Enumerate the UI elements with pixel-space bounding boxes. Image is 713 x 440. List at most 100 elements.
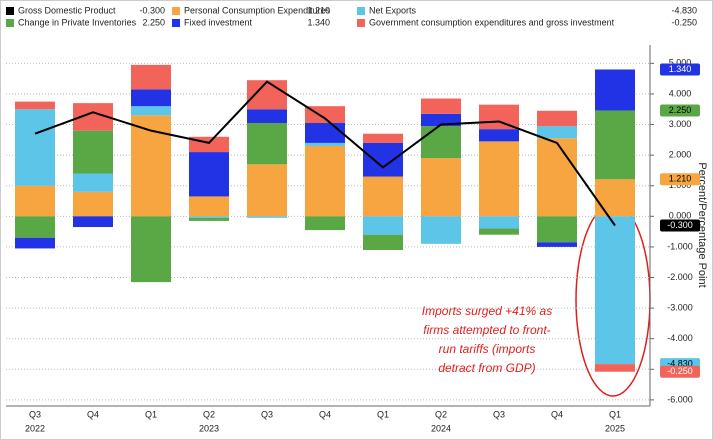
bar-segment [247, 109, 287, 124]
value-tag-label: 1.340 [669, 64, 692, 74]
x-tick-label: Q2 [203, 409, 215, 419]
y-tick-label: 5.000 [669, 58, 692, 68]
bar-segment [421, 113, 461, 127]
bar-segment [479, 129, 519, 142]
bar-segment [305, 106, 345, 124]
x-tick-label: Q3 [261, 409, 273, 419]
bar-segment [189, 216, 229, 218]
bar-segment [73, 173, 113, 192]
bar-segment [247, 123, 287, 165]
legend-value: 2.250 [142, 17, 165, 27]
value-tag [660, 219, 700, 232]
bar-segment [73, 130, 113, 174]
bar-segment [363, 176, 403, 217]
legend-label: Government consumption expenditures and … [369, 17, 615, 27]
bar-segment [189, 196, 229, 217]
bar-segment [595, 110, 635, 180]
bar-segment [131, 64, 171, 90]
bar-segment [305, 145, 345, 217]
annotation: Imports surged +41% as [422, 304, 552, 318]
bar-segment [73, 191, 113, 217]
bar-segment [363, 133, 403, 143]
legend-value: 1.340 [307, 17, 330, 27]
bar-segment [15, 185, 55, 217]
bar-segment [537, 216, 577, 243]
x-tick-label: Q4 [319, 409, 331, 419]
bar-segment [595, 179, 635, 217]
y-tick-label: 2.000 [669, 150, 692, 160]
annotation: detract from GDP) [438, 361, 535, 375]
legend-label: Fixed investment [184, 17, 253, 27]
y-tick-label: -3.000 [667, 302, 693, 312]
bar-segment [73, 216, 113, 228]
legend-value: -0.250 [671, 17, 697, 27]
bar-segment [15, 101, 55, 110]
x-tick-label: Q1 [145, 409, 157, 419]
bar-segment [595, 69, 635, 111]
bar-segment [479, 216, 519, 229]
bar-segment [247, 80, 287, 110]
bar-segment [537, 242, 577, 247]
bar-segment [421, 126, 461, 159]
year-label: 2024 [431, 423, 451, 433]
gdp-line [34, 80, 616, 227]
bar-segment [421, 216, 461, 244]
bar-segment [479, 104, 519, 130]
y-tick-label: 0.000 [669, 211, 692, 221]
x-tick-label: Q3 [29, 409, 41, 419]
value-tag [660, 173, 700, 186]
legend-swatch [172, 19, 180, 27]
bar-segment [595, 216, 635, 365]
legend-label: Personal Consumption Expenditures [184, 5, 331, 15]
bar-segment [15, 237, 55, 249]
bar-segment [247, 216, 287, 218]
bar-segment [247, 164, 287, 217]
x-tick-label: Q1 [377, 409, 389, 419]
legend-swatch [6, 19, 14, 27]
legend-value: 1.210 [307, 5, 330, 15]
y-axis-label: Percent/Percentage Point [696, 162, 708, 287]
legend-swatch [357, 19, 365, 27]
x-tick-label: Q4 [551, 409, 563, 419]
y-tick-label: -4.000 [667, 333, 693, 343]
value-tag-label: -4.830 [667, 358, 693, 368]
bar-segment [189, 217, 229, 221]
bar-segment [595, 364, 635, 372]
bar-segment [131, 216, 171, 283]
bar-segment [131, 115, 171, 217]
y-tick-label: -1.000 [667, 241, 693, 251]
bar-segment [131, 89, 171, 107]
y-tick-label: -6.000 [667, 394, 693, 404]
bar-segment [421, 98, 461, 114]
x-tick-label: Q4 [87, 409, 99, 419]
year-label: 2025 [605, 423, 625, 433]
bar-segment [363, 216, 403, 235]
x-tick-label: Q1 [609, 409, 621, 419]
bar-segment [537, 110, 577, 127]
legend-value: -4.830 [671, 5, 697, 15]
legend-swatch [357, 7, 365, 15]
x-tick-label: Q2 [435, 409, 447, 419]
bar-segment [305, 123, 345, 143]
y-tick-label: -2.000 [667, 272, 693, 282]
legend-value: -0.300 [139, 5, 165, 15]
value-tag-label: -0.300 [667, 220, 693, 230]
bar-segment [479, 141, 519, 217]
x-tick-label: Q3 [493, 409, 505, 419]
bar-segment [305, 142, 345, 146]
value-tag [660, 104, 700, 117]
bar-segment [131, 106, 171, 116]
bar-segment [189, 152, 229, 197]
annotation: run tariffs (imports [439, 342, 536, 356]
value-tag-label: 2.250 [669, 105, 692, 115]
bar-segment [537, 138, 577, 217]
legend-label: Net Exports [369, 5, 417, 15]
legend-label: Change in Private Inventories [18, 17, 137, 27]
year-label: 2022 [25, 423, 45, 433]
bar-segment [15, 216, 55, 238]
value-tag-label: -0.250 [667, 366, 693, 376]
bar-segment [537, 126, 577, 139]
year-label: 2023 [199, 423, 219, 433]
